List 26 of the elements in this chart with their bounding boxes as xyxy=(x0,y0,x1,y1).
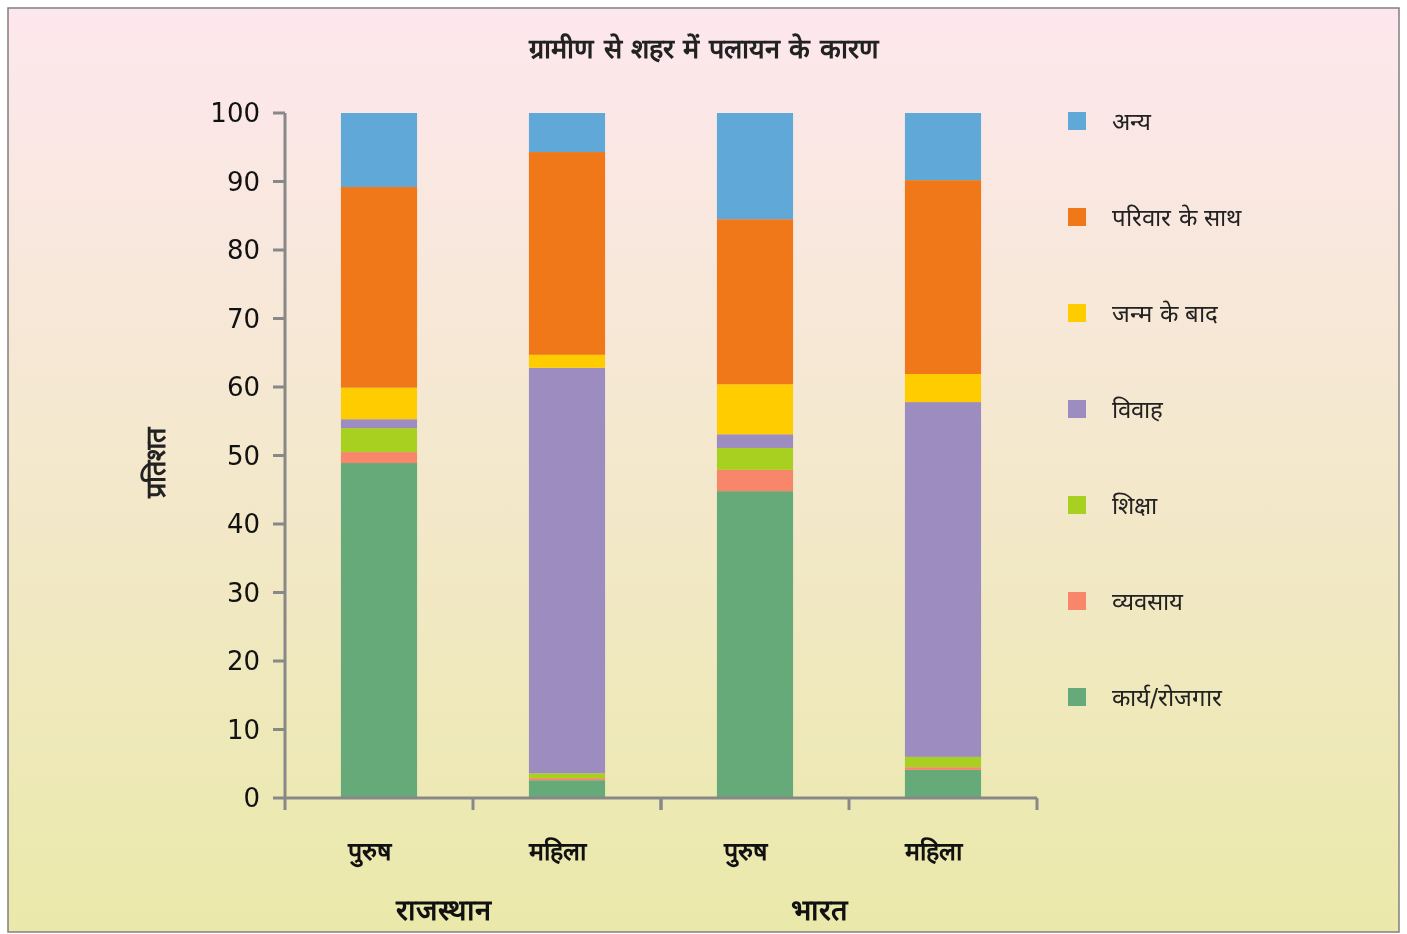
y-tick-label: 80 xyxy=(226,235,260,265)
text: भारत xyxy=(790,893,849,927)
legend-label: विवाह xyxy=(1112,396,1164,424)
chart-title: ग्रामीण से शहर में पलायन के कारण xyxy=(528,33,880,64)
y-axis-title: प्रतिशत xyxy=(140,426,171,499)
y-tick-label: 30 xyxy=(226,577,260,608)
text: राजस्थान xyxy=(394,893,492,927)
y-tick-label: 60 xyxy=(226,372,260,402)
legend-label: परिवार के साथ xyxy=(1112,204,1243,232)
y-tick-label: 50 xyxy=(226,440,260,471)
legend-label: व्यवसाय xyxy=(1112,588,1184,616)
y-tick-label: 10 xyxy=(226,714,260,745)
legend-label: अन्य xyxy=(1112,108,1152,136)
legend-label: शिक्षा xyxy=(1112,492,1158,520)
y-tick-label: 20 xyxy=(226,646,260,676)
y-tick-label: 70 xyxy=(226,303,260,334)
x-tick-label: महिला xyxy=(527,837,588,866)
legend-label: जन्म के बाद xyxy=(1112,300,1219,328)
y-tick-label: 90 xyxy=(226,166,260,197)
y-tick-label: 100 xyxy=(210,98,260,128)
x-tick-label: महिला xyxy=(903,837,964,866)
y-tick-label: 0 xyxy=(243,783,260,813)
x-tick-label: पुरुष xyxy=(346,837,393,868)
x-tick-label: पुरुष xyxy=(722,837,769,868)
legend-label: कार्य/रोजगार xyxy=(1112,684,1224,712)
y-tick-label: 40 xyxy=(226,509,260,539)
